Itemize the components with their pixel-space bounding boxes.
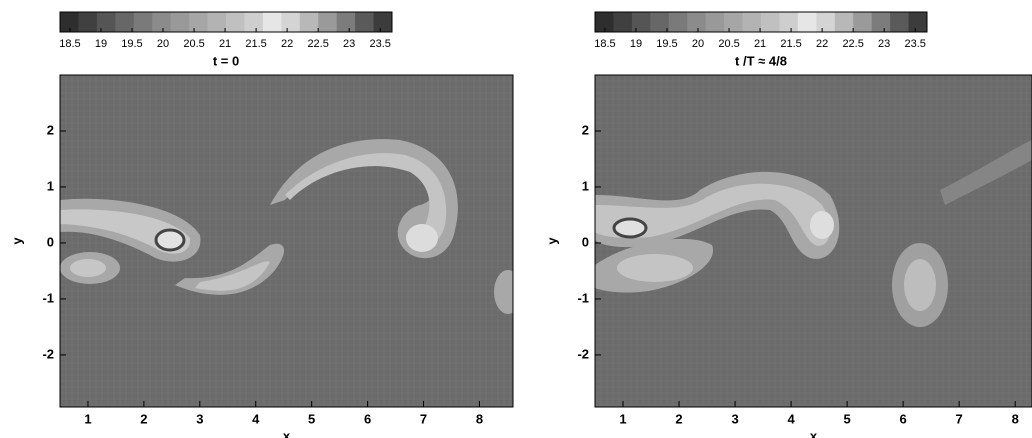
x-tick-label: 5 [843, 411, 850, 426]
colorbar-band [373, 12, 393, 32]
colorbar-tick-label: 21.5 [780, 38, 801, 50]
colorbar-frame [59, 11, 393, 33]
plot-frame [59, 74, 514, 408]
colorbar-tick-label: 19.5 [121, 38, 142, 50]
x-tick-label: 5 [308, 411, 315, 426]
colorbar-band [226, 12, 245, 32]
colorbar-tick-label: 20 [692, 38, 704, 50]
y-tick-label: 0 [47, 234, 54, 249]
x-axis-label: x [810, 428, 818, 438]
colorbar-tick-label: 23 [343, 38, 355, 50]
colorbar-band [853, 12, 873, 32]
colorbar-band [281, 12, 301, 32]
colorbar-band [595, 12, 614, 32]
colorbar-band [96, 12, 116, 32]
x-tick-label: 8 [476, 411, 483, 426]
colorbar-band [170, 12, 190, 32]
colorbar-tick-label: 22.5 [842, 38, 863, 50]
x-tick-label: 2 [140, 411, 147, 426]
x-tick-label: 6 [900, 411, 907, 426]
colorbar-band [724, 12, 744, 32]
y-tick-label: -2 [577, 346, 589, 361]
x-tick-label: 2 [675, 411, 682, 426]
colorbar-band [705, 12, 725, 32]
colorbar-band [631, 12, 651, 32]
x-tick-label: 3 [196, 411, 203, 426]
y-tick-label: 2 [47, 122, 54, 137]
colorbar-band [152, 12, 172, 32]
colorbar-band [115, 12, 135, 32]
x-tick-label: 7 [420, 411, 427, 426]
colorbar-tick-label: 21 [754, 38, 766, 50]
colorbar-tick-label: 19.5 [656, 38, 677, 50]
colorbar-tick-label: 22 [281, 38, 293, 50]
colorbar-tick-label: 19 [95, 38, 107, 50]
y-tick-label: -1 [42, 290, 54, 305]
colorbar-band [871, 12, 891, 32]
colorbar-band [60, 12, 79, 32]
colorbar-band [816, 12, 836, 32]
colorbar-band [797, 12, 817, 32]
colorbar-band [78, 12, 98, 32]
colorbar-band [355, 12, 375, 32]
colorbar-band [761, 12, 780, 32]
x-tick-label: 3 [731, 411, 738, 426]
y-tick-label: 2 [582, 122, 589, 137]
chart-title: t = 0 [213, 53, 239, 68]
y-tick-label: 0 [582, 234, 589, 249]
y-tick-label: 1 [582, 178, 589, 193]
colorbar-band [133, 12, 153, 32]
colorbar-band [742, 12, 762, 32]
x-tick-label: 1 [84, 411, 91, 426]
colorbar-band [890, 12, 910, 32]
colorbar-tick-label: 23 [878, 38, 890, 50]
vortex-structures [60, 139, 513, 314]
x-tick-label: 4 [787, 411, 795, 426]
colorbar-band [336, 12, 356, 32]
x-tick-label: 6 [364, 411, 371, 426]
y-tick-label: -1 [577, 290, 589, 305]
vortex-structures [595, 140, 1032, 327]
colorbar-band [244, 12, 264, 32]
colorbar-band [650, 12, 670, 32]
x-tick-label: 7 [956, 411, 963, 426]
x-tick-label: 8 [1012, 411, 1019, 426]
colorbar-band [668, 12, 688, 32]
x-axis-label: x [283, 428, 291, 438]
colorbar-band [613, 12, 633, 32]
colorbar-tick-label: 20 [157, 38, 169, 50]
y-tick-label: 1 [47, 178, 54, 193]
y-axis-label: y [9, 237, 24, 245]
x-tick-label: 4 [252, 411, 260, 426]
colorbar-band [779, 12, 799, 32]
colorbar-band [318, 12, 338, 32]
colorbar-band [908, 12, 928, 32]
colorbar-tick-label: 19 [630, 38, 642, 50]
colorbar-tick-label: 22.5 [307, 38, 328, 50]
colorbar-tick-label: 21.5 [245, 38, 266, 50]
colorbar-tick-label: 18.5 [594, 38, 615, 50]
colorbar-tick-label: 23.5 [904, 38, 925, 50]
colorbar-tick-label: 20.5 [183, 38, 204, 50]
colorbar-band [207, 12, 227, 32]
colorbar-tick-label: 20.5 [718, 38, 739, 50]
colorbar-band [262, 12, 282, 32]
colorbar-band [834, 12, 854, 32]
colorbar-frame [594, 11, 928, 33]
colorbar-tick-label: 22 [816, 38, 828, 50]
colorbar-band [687, 12, 707, 32]
y-tick-label: -2 [42, 346, 54, 361]
y-axis-label: y [544, 237, 559, 245]
colorbar-tick-label: 21 [219, 38, 231, 50]
colorbar-tick-label: 23.5 [369, 38, 390, 50]
chart-title: t /T ≈ 4/8 [735, 53, 787, 68]
x-tick-label: 1 [619, 411, 626, 426]
colorbar-band [299, 12, 319, 32]
plot-frame [594, 74, 1032, 408]
colorbar-tick-label: 18.5 [59, 38, 80, 50]
colorbar-band [189, 12, 209, 32]
